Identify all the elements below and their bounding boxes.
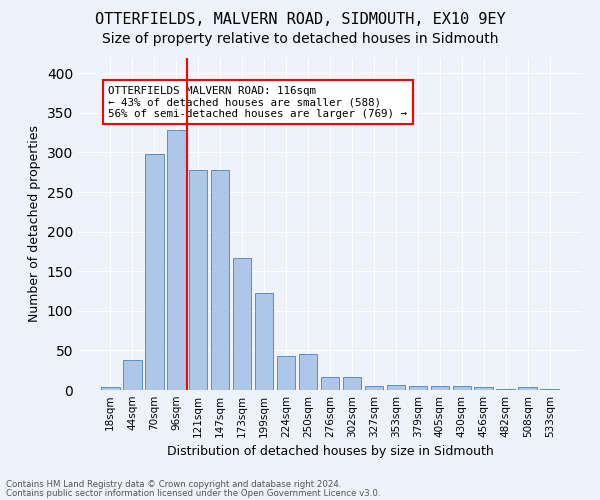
- Y-axis label: Number of detached properties: Number of detached properties: [28, 125, 41, 322]
- Bar: [541, 389, 559, 390]
- Bar: [343, 378, 361, 390]
- Bar: [409, 386, 427, 390]
- Text: Contains HM Land Registry data © Crown copyright and database right 2024.: Contains HM Land Registry data © Crown c…: [6, 480, 341, 489]
- Bar: [299, 354, 317, 390]
- Text: OTTERFIELDS, MALVERN ROAD, SIDMOUTH, EX10 9EY: OTTERFIELDS, MALVERN ROAD, SIDMOUTH, EX1…: [95, 12, 505, 28]
- Bar: [365, 386, 383, 390]
- Bar: [167, 130, 185, 390]
- Bar: [277, 356, 295, 390]
- Bar: [452, 386, 471, 390]
- Bar: [386, 385, 405, 390]
- Text: OTTERFIELDS MALVERN ROAD: 116sqm
← 43% of detached houses are smaller (588)
56% : OTTERFIELDS MALVERN ROAD: 116sqm ← 43% o…: [108, 86, 407, 119]
- Bar: [189, 170, 208, 390]
- X-axis label: Distribution of detached houses by size in Sidmouth: Distribution of detached houses by size …: [167, 446, 493, 458]
- Bar: [496, 389, 515, 390]
- Text: Contains public sector information licensed under the Open Government Licence v3: Contains public sector information licen…: [6, 489, 380, 498]
- Bar: [211, 170, 229, 390]
- Bar: [320, 378, 340, 390]
- Bar: [431, 386, 449, 390]
- Bar: [145, 154, 164, 390]
- Bar: [101, 387, 119, 390]
- Bar: [123, 360, 142, 390]
- Bar: [233, 258, 251, 390]
- Text: Size of property relative to detached houses in Sidmouth: Size of property relative to detached ho…: [102, 32, 498, 46]
- Bar: [475, 387, 493, 390]
- Bar: [518, 387, 537, 390]
- Bar: [255, 294, 274, 390]
